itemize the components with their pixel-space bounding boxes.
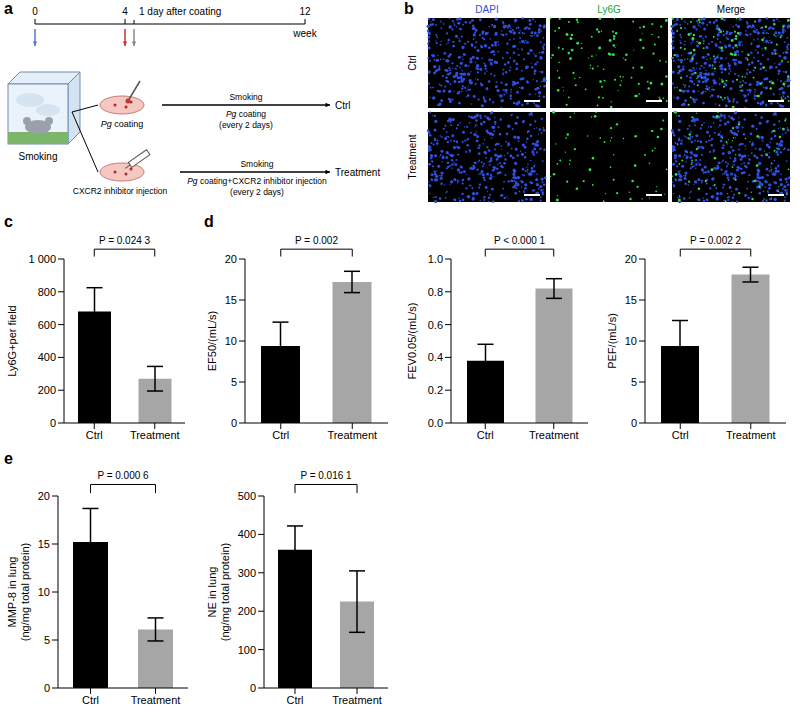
svg-text:400: 400 (38, 351, 56, 363)
svg-text:200: 200 (238, 605, 256, 617)
svg-text:Treatment: Treatment (407, 134, 418, 179)
svg-text:0.4: 0.4 (428, 351, 443, 363)
svg-text:Treatment: Treatment (130, 429, 180, 441)
svg-text:0: 0 (50, 417, 56, 429)
svg-text:10: 10 (38, 586, 50, 598)
svg-text:Ctrl: Ctrl (272, 429, 289, 441)
svg-text:0: 0 (631, 417, 637, 429)
svg-text:Ctrl: Ctrl (286, 694, 303, 706)
svg-text:CXCR2 inhibitor injection: CXCR2 inhibitor injection (73, 186, 168, 196)
svg-text:Ctrl: Ctrl (86, 429, 103, 441)
svg-text:10: 10 (625, 335, 637, 347)
svg-text:0.6: 0.6 (428, 319, 443, 331)
svg-text:week: week (292, 28, 317, 39)
svg-text:10: 10 (225, 335, 237, 347)
svg-text:P = 0.002 2: P = 0.002 2 (690, 235, 742, 246)
svg-text:5: 5 (631, 376, 637, 388)
svg-text:15: 15 (38, 538, 50, 550)
svg-text:Treatment: Treatment (131, 694, 181, 706)
svg-text:Treatment: Treatment (529, 429, 579, 441)
svg-text:Treatment: Treatment (726, 429, 776, 441)
svg-text:1 day after coating: 1 day after coating (139, 6, 221, 17)
svg-text:0: 0 (32, 6, 38, 17)
svg-text:1.0: 1.0 (428, 253, 443, 265)
svg-text:Treatment: Treatment (335, 167, 380, 178)
svg-text:PEF/(mL/s): PEF/(mL/s) (606, 313, 618, 369)
svg-text:500: 500 (238, 490, 256, 502)
svg-text:Pg coating: Pg coating (226, 109, 266, 119)
svg-text:Ctrl: Ctrl (477, 429, 494, 441)
html-text:e: e (4, 450, 13, 467)
svg-text:Ly6G: Ly6G (597, 4, 621, 15)
svg-text:1 000: 1 000 (28, 253, 56, 265)
svg-text:20: 20 (38, 490, 50, 502)
svg-text:12: 12 (299, 6, 311, 17)
svg-text:5: 5 (231, 376, 237, 388)
svg-text:400: 400 (238, 528, 256, 540)
svg-text:Smoking: Smoking (19, 151, 58, 162)
svg-text:b: b (404, 0, 414, 17)
svg-text:20: 20 (225, 253, 237, 265)
svg-text:0.0: 0.0 (428, 417, 443, 429)
svg-text:Smoking: Smoking (240, 159, 273, 169)
svg-text:Treatment: Treatment (327, 429, 377, 441)
svg-text:0.2: 0.2 (428, 384, 443, 396)
svg-text:P = 0.024 3: P = 0.024 3 (99, 235, 151, 246)
svg-text:Ctrl: Ctrl (672, 429, 689, 441)
svg-text:200: 200 (38, 384, 56, 396)
svg-text:Pg coating+CXCR2 inhibitor inj: Pg coating+CXCR2 inhibitor injection (187, 176, 327, 186)
svg-text:20: 20 (625, 253, 637, 265)
html-text:c: c (4, 213, 13, 230)
svg-text:Ctrl: Ctrl (82, 694, 99, 706)
svg-text:800: 800 (38, 286, 56, 298)
svg-text:15: 15 (625, 294, 637, 306)
svg-text:4: 4 (122, 6, 128, 17)
svg-text:a: a (4, 0, 13, 17)
svg-text:FEV0.05/(mL/s): FEV0.05/(mL/s) (406, 302, 418, 379)
html-text:d: d (204, 213, 214, 230)
svg-text:Ctrl: Ctrl (335, 100, 351, 111)
svg-text:0: 0 (250, 682, 256, 694)
svg-text:(every 2 days): (every 2 days) (230, 187, 284, 197)
svg-text:0: 0 (231, 417, 237, 429)
svg-text:Ly6G+per field: Ly6G+per field (6, 305, 18, 376)
svg-text:(every 2 days): (every 2 days) (219, 120, 273, 130)
svg-text:P = 0.002: P = 0.002 (295, 235, 338, 246)
svg-text:Pg coating: Pg coating (101, 119, 144, 129)
svg-text:P = 0.000 6: P = 0.000 6 (97, 470, 149, 481)
svg-text:0: 0 (44, 682, 50, 694)
svg-text:Treatment: Treatment (332, 694, 382, 706)
svg-text:P = 0.016 1: P = 0.016 1 (300, 470, 352, 481)
svg-text:0.8: 0.8 (428, 286, 443, 298)
svg-text:NE in lung(ng/mg total protein: NE in lung(ng/mg total protein) (206, 543, 231, 641)
svg-text:100: 100 (238, 644, 256, 656)
svg-text:Merge: Merge (717, 4, 746, 15)
svg-text:600: 600 (38, 319, 56, 331)
svg-text:Smoking: Smoking (229, 92, 262, 102)
svg-text:Ctrl: Ctrl (407, 55, 418, 71)
svg-text:DAPI: DAPI (475, 4, 498, 15)
svg-text:P < 0.000 1: P < 0.000 1 (494, 235, 546, 246)
svg-text:15: 15 (225, 294, 237, 306)
svg-text:EF50/(mL/s): EF50/(mL/s) (206, 311, 218, 372)
svg-text:MMP-8 in lung(ng/mg total prot: MMP-8 in lung(ng/mg total protein) (6, 543, 31, 641)
svg-text:5: 5 (44, 634, 50, 646)
svg-text:300: 300 (238, 567, 256, 579)
